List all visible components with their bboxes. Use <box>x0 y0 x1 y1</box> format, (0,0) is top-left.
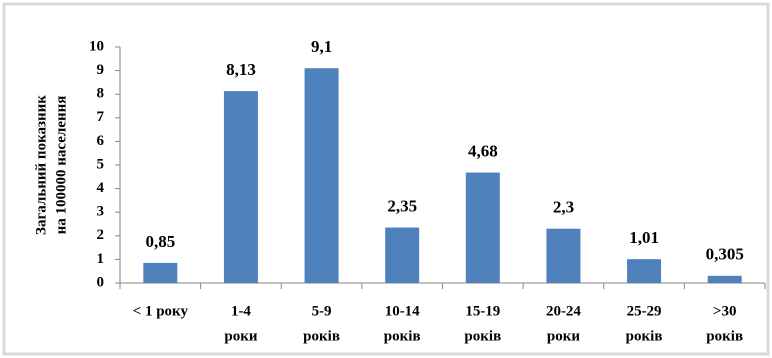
bar <box>223 91 258 284</box>
y-tick-label: 8 <box>97 86 105 102</box>
x-tick-label: >30 <box>713 303 737 319</box>
y-tick-label: 6 <box>97 133 105 149</box>
x-tick-label: 25-29 <box>627 303 662 319</box>
bar <box>385 227 420 283</box>
y-axis-label: Загальний показник <box>33 95 49 235</box>
x-tick-label: < 1 року <box>133 303 189 319</box>
y-tick-label: 2 <box>97 227 105 243</box>
bar <box>143 262 178 283</box>
x-tick-label: 10-14 <box>385 303 420 319</box>
value-label: 0,305 <box>706 245 744 264</box>
y-tick-label: 9 <box>97 62 105 78</box>
bar <box>546 228 581 283</box>
value-label: 0,85 <box>145 232 175 251</box>
bar <box>304 68 339 284</box>
value-label: 9,1 <box>311 37 332 56</box>
y-tick-label: 10 <box>89 38 104 54</box>
value-label: 1,01 <box>629 228 659 247</box>
bar <box>465 172 500 283</box>
x-tick-label: 5-9 <box>312 303 332 319</box>
value-label: 2,35 <box>387 196 417 215</box>
x-tick-label: років <box>384 328 421 344</box>
x-tick-label: роки <box>224 328 257 344</box>
x-tick-label: 15-19 <box>465 303 500 319</box>
x-tick-label: роки <box>547 328 580 344</box>
x-tick-label: 1-4 <box>231 303 251 319</box>
y-tick-label: 1 <box>97 251 105 267</box>
x-tick-label: років <box>626 328 663 344</box>
x-tick-label: років <box>303 328 340 344</box>
bar <box>627 259 662 283</box>
bar <box>707 275 742 283</box>
x-tick-label: років <box>706 328 743 344</box>
x-tick-label: 20-24 <box>546 303 581 319</box>
value-label: 2,3 <box>553 198 574 217</box>
y-tick-label: 4 <box>97 180 105 196</box>
y-axis-label: на 100000 населення <box>53 96 69 235</box>
y-tick-label: 7 <box>97 109 105 125</box>
y-tick-label: 0 <box>97 274 105 290</box>
value-label: 4,68 <box>468 141 498 160</box>
y-tick-label: 5 <box>97 156 105 172</box>
x-tick-label: років <box>464 328 501 344</box>
y-tick-label: 3 <box>97 204 105 220</box>
value-label: 8,13 <box>226 60 256 79</box>
